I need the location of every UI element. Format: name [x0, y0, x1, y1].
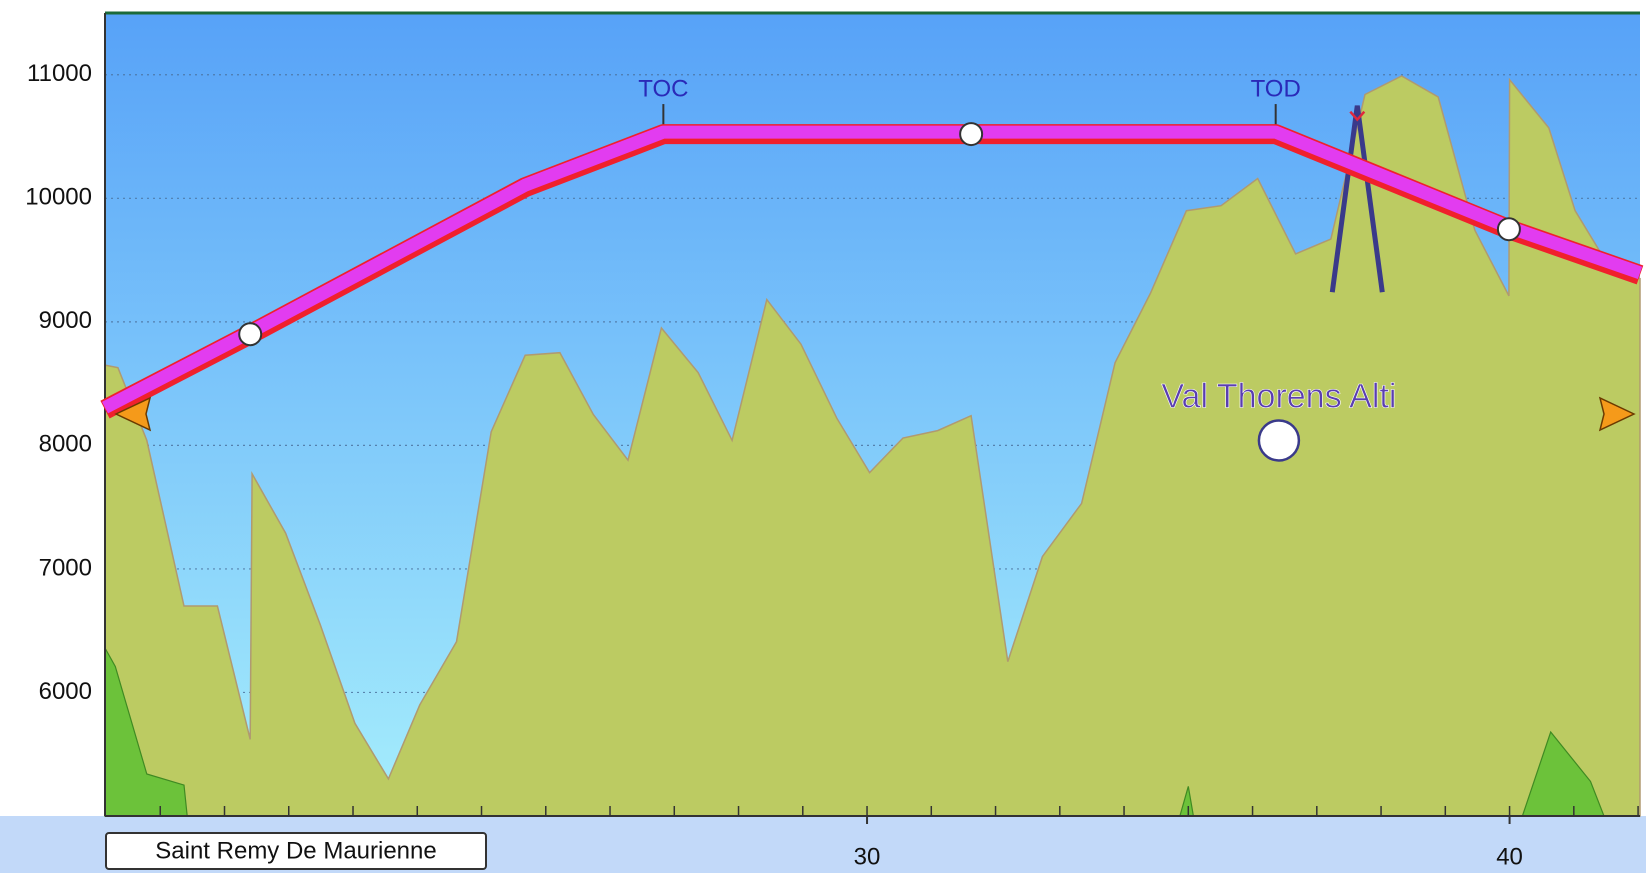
scroll-left-arrow[interactable]	[114, 396, 152, 432]
airport	[1257, 419, 1301, 462]
waypoint	[1496, 217, 1521, 242]
departure-box	[105, 832, 487, 870]
waypoint	[959, 122, 984, 147]
y-tick-label: 7000	[39, 554, 92, 581]
y-tick-label: 8000	[39, 431, 92, 458]
y-tick-label: 6000	[39, 678, 92, 705]
y-tick-label: 9000	[39, 307, 92, 334]
marker-label: TOC	[638, 75, 688, 102]
airport-label: Val Thorens Alti	[1161, 377, 1396, 415]
waypoint	[238, 322, 263, 347]
plot: TOC TOD Val Thorens Alti	[100, 13, 1644, 817]
x-tick-label: 40	[1496, 843, 1523, 870]
x-tick-label: 30	[854, 843, 881, 870]
obstacle	[1329, 105, 1385, 293]
route	[102, 125, 1643, 414]
y-tick-label: 10000	[25, 184, 92, 211]
terrain-area	[104, 75, 1641, 817]
y-tick-label: 11000	[27, 60, 92, 87]
scroll-right-arrow[interactable]	[1598, 396, 1636, 432]
marker-label: TOD	[1251, 75, 1301, 102]
departure-label: Saint Remy De Maurienne	[155, 837, 436, 864]
obstacle-light	[1349, 110, 1366, 122]
